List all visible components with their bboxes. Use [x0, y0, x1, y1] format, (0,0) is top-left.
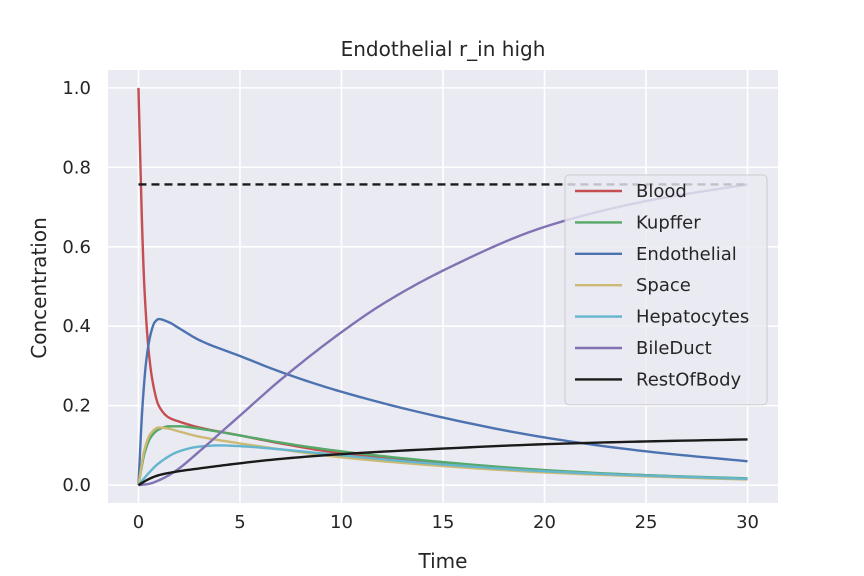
- series-line-restofbody: [137, 438, 748, 487]
- x-tick-label: 20: [533, 512, 556, 533]
- legend-label-kupffer: Kupffer: [636, 212, 701, 233]
- series-line-bileduct: [138, 183, 748, 487]
- chart-title: Endothelial r_in high: [341, 37, 546, 61]
- series-line-hepatocytes: [137, 444, 748, 486]
- y-axis-label: Concentration: [27, 217, 51, 358]
- series-line-endothelial: [137, 317, 748, 486]
- legend-label-endothelial: Endothelial: [636, 244, 737, 265]
- x-axis-label: Time: [418, 549, 468, 573]
- x-tick-label: 10: [330, 512, 353, 533]
- x-tick-label: 25: [635, 512, 658, 533]
- legend-label-hepatocytes: Hepatocytes: [636, 307, 749, 328]
- legend-label-restofbody: RestOfBody: [636, 369, 742, 390]
- series-line-space: [137, 426, 748, 486]
- legend-label-space: Space: [636, 275, 691, 296]
- y-tick-label: 0.4: [62, 316, 91, 337]
- y-tick-label: 0.6: [62, 237, 91, 258]
- y-axis-ticks: 0.0 0.2 0.4 0.6 0.8 1.0: [62, 78, 91, 496]
- x-tick-label: 30: [736, 512, 759, 533]
- legend-label-blood: Blood: [636, 181, 687, 202]
- legend: Blood Kupffer Endothelial Space Hepatocytes B…: [564, 174, 768, 406]
- y-tick-label: 0.8: [62, 157, 91, 178]
- y-tick-label: 0.2: [62, 396, 91, 417]
- x-tick-label: 15: [432, 512, 455, 533]
- y-tick-label: 1.0: [62, 78, 91, 99]
- x-tick-label: 5: [234, 512, 245, 533]
- legend-label-bileduct: BileDuct: [636, 338, 712, 359]
- x-axis-ticks: 0 5 10 15 20 25 30: [133, 512, 759, 533]
- y-tick-label: 0.0: [62, 475, 91, 496]
- x-tick-label: 0: [133, 512, 144, 533]
